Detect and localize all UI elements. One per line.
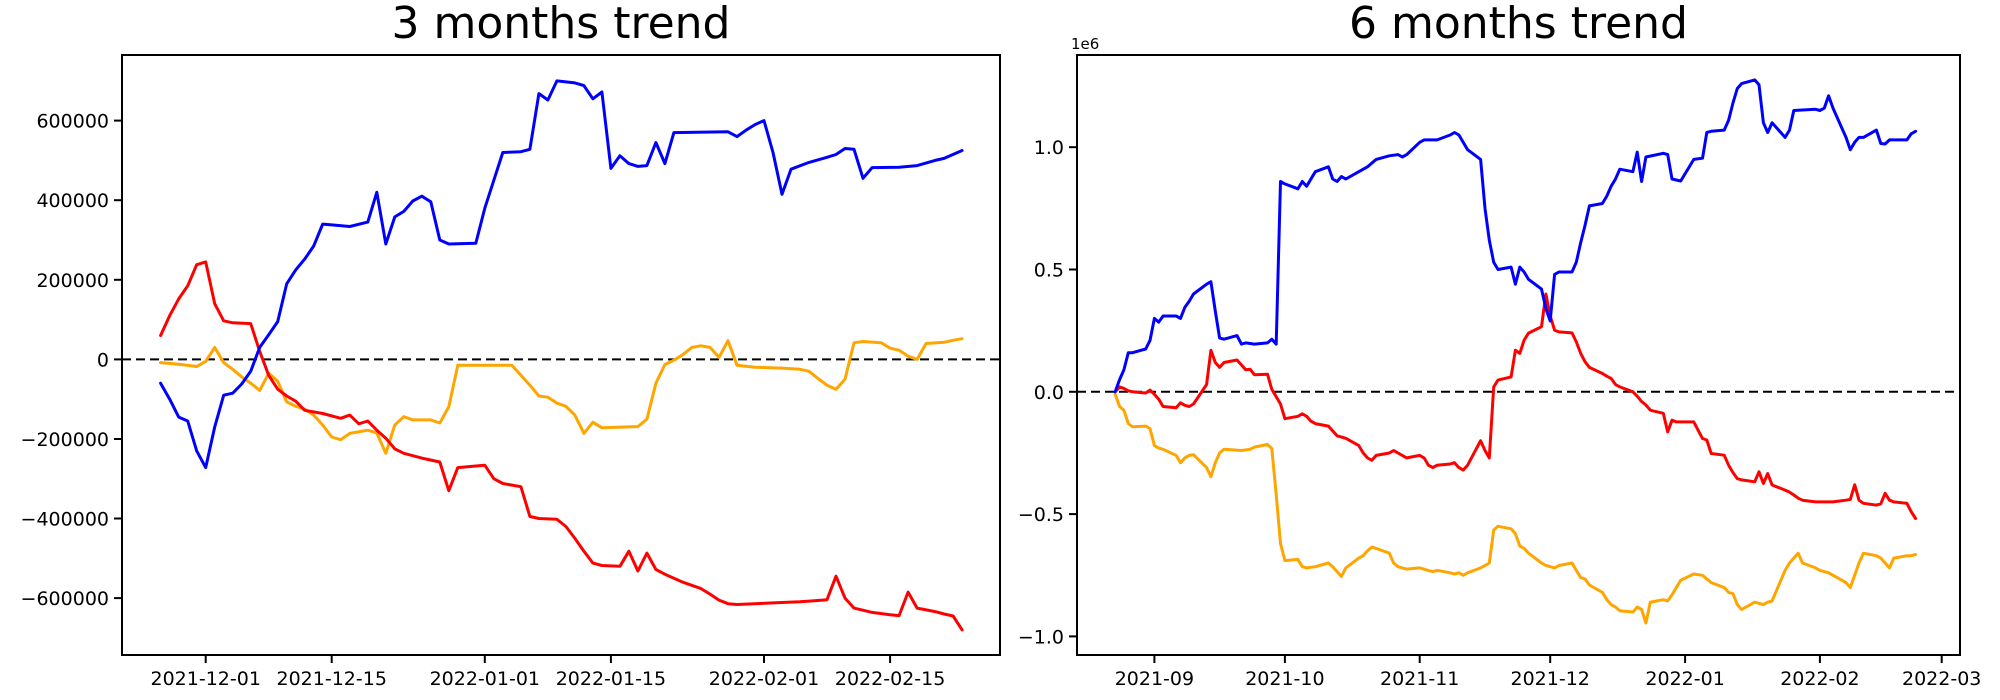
y-tick-label: −1.0 bbox=[1018, 626, 1064, 648]
x-tick-label: 2022-01-01 bbox=[430, 668, 540, 690]
y-tick-label: 0.5 bbox=[1034, 260, 1064, 282]
y-tick-label: −600000 bbox=[21, 588, 109, 610]
y-tick-label: −400000 bbox=[21, 509, 109, 531]
x-tick-label: 2022-02-15 bbox=[835, 668, 945, 690]
x-tick-label: 2022-01 bbox=[1645, 668, 1724, 690]
x-tick-label: 2021-12 bbox=[1511, 668, 1590, 690]
three-months-trend-axes-spines bbox=[121, 54, 1001, 656]
six-months-trend-orange-line bbox=[1113, 392, 1918, 625]
y-tick-label: 0.0 bbox=[1034, 382, 1064, 404]
three-months-trend-orange-line bbox=[159, 337, 964, 455]
six-months-trend-blue-line bbox=[1113, 78, 1918, 394]
y-tick-label: 600000 bbox=[36, 111, 109, 133]
y-tick-label: −200000 bbox=[21, 429, 109, 451]
three-months-trend-red-line bbox=[159, 260, 964, 632]
three-months-trend-title: 3 months trend bbox=[391, 0, 731, 49]
x-tick-label: 2022-02 bbox=[1780, 668, 1859, 690]
x-tick-label: 2021-12-15 bbox=[276, 668, 386, 690]
x-tick-label: 2021-11 bbox=[1380, 668, 1459, 690]
six-months-trend-title: 6 months trend bbox=[1349, 0, 1688, 49]
three-months-trend-blue-line bbox=[159, 79, 964, 470]
y-tick-label: 0 bbox=[97, 349, 109, 371]
x-tick-label: 2021-12-01 bbox=[150, 668, 260, 690]
x-tick-label: 2022-02-01 bbox=[709, 668, 819, 690]
x-tick-label: 2021-09 bbox=[1115, 668, 1194, 690]
y-tick-label: −0.5 bbox=[1018, 504, 1064, 526]
y-axis-offset-label: 1e6 bbox=[1071, 35, 1100, 53]
y-tick-label: 1.0 bbox=[1034, 137, 1064, 159]
y-tick-label: 200000 bbox=[36, 270, 109, 292]
x-tick-label: 2022-03 bbox=[1902, 668, 1981, 690]
y-tick-label: 400000 bbox=[36, 190, 109, 212]
six-months-trend-axes-spines bbox=[1076, 54, 1961, 656]
x-tick-label: 2022-01-15 bbox=[556, 668, 666, 690]
x-tick-label: 2021-10 bbox=[1245, 668, 1324, 690]
six-months-trend-red-line bbox=[1113, 292, 1918, 520]
